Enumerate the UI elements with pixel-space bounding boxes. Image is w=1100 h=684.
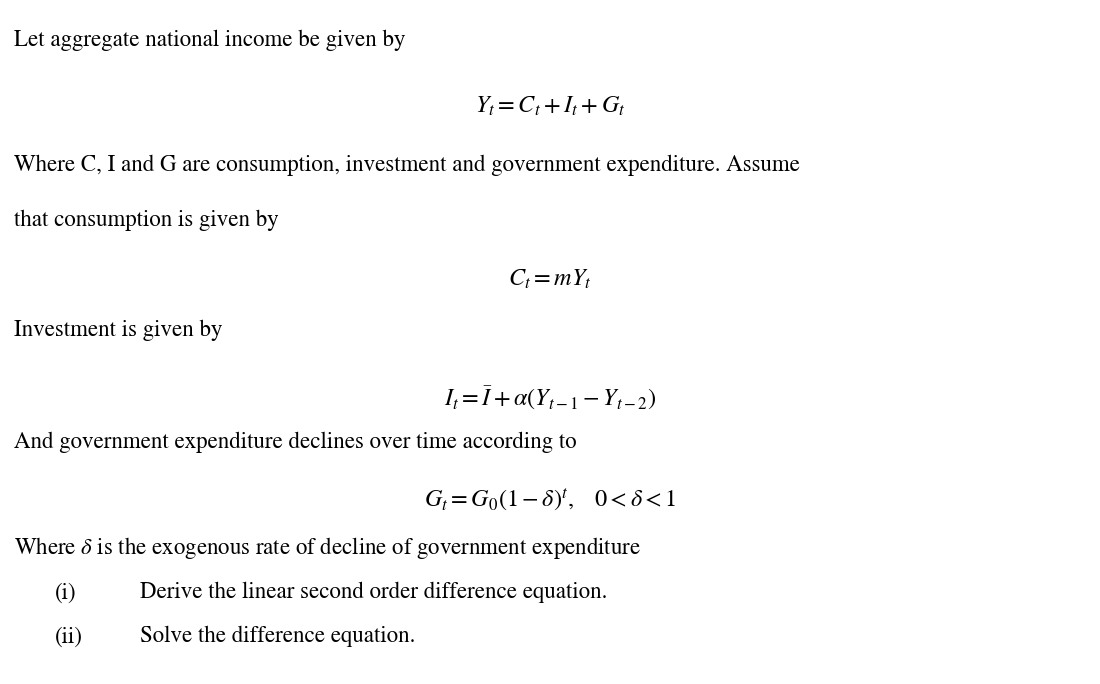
Text: Solve the difference equation.: Solve the difference equation.	[140, 626, 416, 648]
Text: $G_t = G_0(1 - \delta)^t, \quad 0 < \delta < 1$: $G_t = G_0(1 - \delta)^t, \quad 0 < \del…	[424, 487, 676, 514]
Text: $Y_t = C_t + I_t + G_t$: $Y_t = C_t + I_t + G_t$	[475, 95, 625, 118]
Text: Investment is given by: Investment is given by	[14, 320, 222, 341]
Text: And government expenditure declines over time according to: And government expenditure declines over…	[14, 432, 576, 453]
Text: Let aggregate national income be given by: Let aggregate national income be given b…	[14, 30, 406, 51]
Text: Derive the linear second order difference equation.: Derive the linear second order differenc…	[140, 582, 607, 603]
Text: (i): (i)	[55, 582, 77, 603]
Text: $C_t = mY_t$: $C_t = mY_t$	[508, 268, 592, 291]
Text: that consumption is given by: that consumption is given by	[14, 210, 278, 231]
Text: (ii): (ii)	[55, 626, 82, 647]
Text: $I_t = \bar{I} + \alpha(Y_{t-1} - Y_{t-2})$: $I_t = \bar{I} + \alpha(Y_{t-1} - Y_{t-2…	[444, 385, 656, 412]
Text: Where $\delta$ is the exogenous rate of decline of government expenditure: Where $\delta$ is the exogenous rate of …	[14, 535, 641, 561]
Text: Where C, I and G are consumption, investment and government expenditure. Assume: Where C, I and G are consumption, invest…	[14, 155, 800, 176]
